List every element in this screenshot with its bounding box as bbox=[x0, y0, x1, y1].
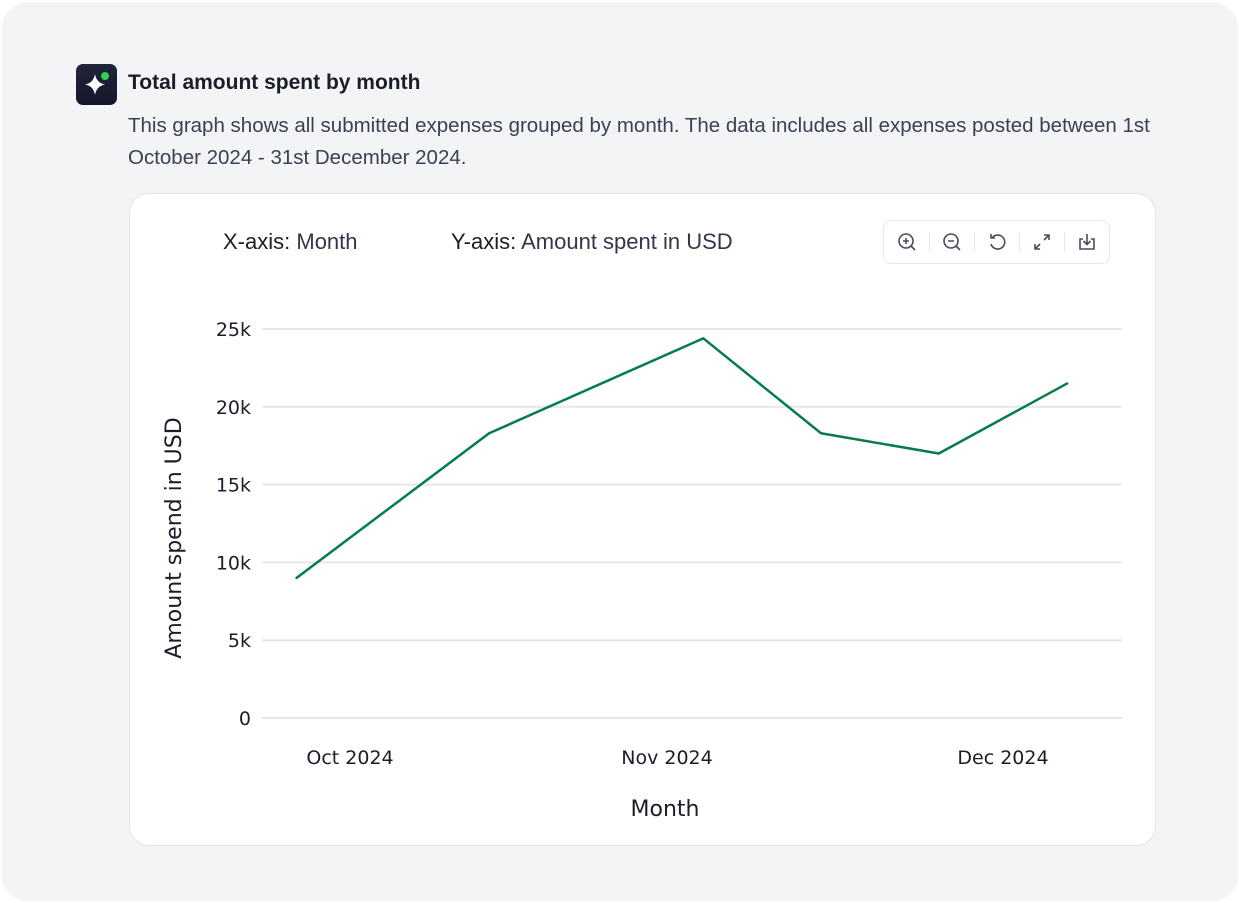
data-point bbox=[819, 432, 823, 435]
reset-button[interactable] bbox=[974, 220, 1019, 264]
x-tick-label: Dec 2024 bbox=[957, 747, 1048, 769]
x-tick-label: Nov 2024 bbox=[621, 747, 712, 769]
expand-icon bbox=[1033, 234, 1050, 250]
zoom-out-button[interactable] bbox=[929, 220, 974, 264]
sparkle-icon bbox=[76, 64, 117, 105]
y-axis-legend: Y-axis: Amount spent in USD bbox=[451, 229, 733, 255]
download-button[interactable] bbox=[1064, 220, 1109, 264]
x-axis-title: Month bbox=[631, 797, 700, 822]
y-tick-label: 20k bbox=[216, 397, 251, 419]
data-line bbox=[295, 337, 1068, 579]
data-point bbox=[702, 337, 705, 340]
zoom-out-icon bbox=[942, 233, 961, 251]
reset-icon bbox=[989, 234, 1005, 250]
data-point bbox=[937, 452, 940, 455]
y-tick-label: 25k bbox=[216, 319, 251, 341]
x-axis-value: Month bbox=[296, 229, 358, 254]
data-point bbox=[487, 432, 491, 435]
data-point bbox=[1066, 382, 1069, 385]
y-tick-label: 15k bbox=[216, 475, 251, 497]
chart-title: Total amount spent by month bbox=[128, 71, 421, 94]
data-point bbox=[295, 576, 298, 580]
y-tick-label: 5k bbox=[228, 630, 251, 652]
y-axis-title: Amount spend in USD bbox=[162, 417, 187, 658]
status-dot bbox=[101, 72, 109, 80]
chart-card bbox=[129, 193, 1156, 846]
download-icon bbox=[1078, 234, 1095, 250]
y-axis-value: Amount spent in USD bbox=[521, 229, 733, 254]
chart-description: This graph shows all submitted expenses … bbox=[128, 114, 1150, 169]
x-axis-prefix: X-axis: bbox=[223, 229, 291, 254]
zoom-in-icon bbox=[897, 233, 916, 251]
zoom-in-button[interactable] bbox=[884, 220, 929, 264]
expand-button[interactable] bbox=[1019, 220, 1064, 264]
x-tick-label: Oct 2024 bbox=[306, 747, 393, 769]
y-tick-label: 0 bbox=[239, 708, 251, 730]
y-tick-label: 10k bbox=[216, 552, 251, 574]
y-axis-prefix: Y-axis: bbox=[451, 229, 517, 254]
chart-toolbar bbox=[883, 220, 1110, 264]
x-axis-legend: X-axis: Month bbox=[223, 229, 358, 255]
